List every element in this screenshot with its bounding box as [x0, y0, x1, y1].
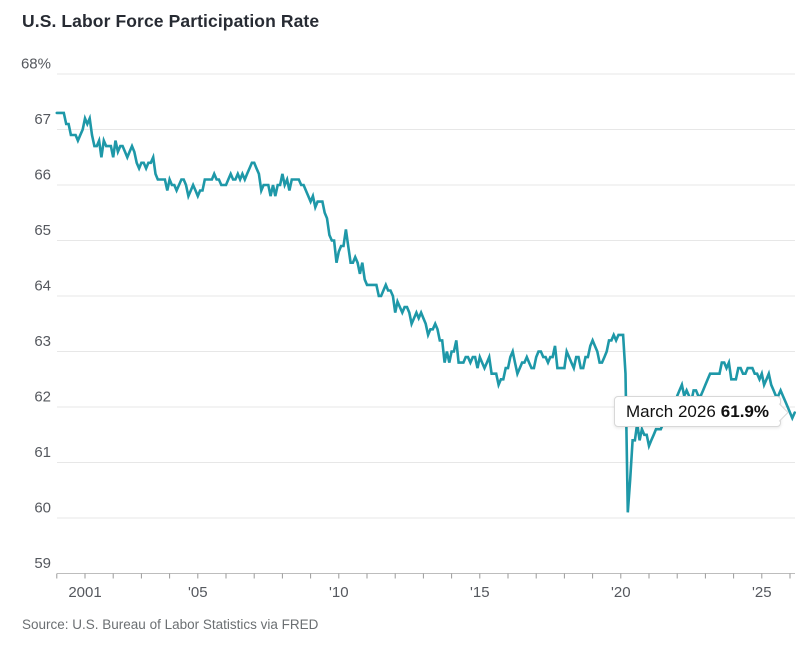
y-tick-label: 67	[34, 111, 51, 128]
y-tick-label: 68%	[21, 56, 51, 73]
y-tick-label: 64	[34, 278, 51, 295]
y-tick-label: 63	[34, 333, 51, 350]
tooltip-date-label: March 2026	[626, 402, 716, 421]
tooltip-value: 61.9%	[720, 402, 769, 421]
y-tick-label: 61	[34, 444, 51, 461]
lfpr-line-series	[55, 111, 797, 513]
y-tick-label: 65	[34, 222, 51, 239]
x-tick-label: '25	[752, 584, 772, 601]
x-tick-label: '20	[611, 584, 631, 601]
y-tick-label: 62	[34, 389, 51, 406]
source-attribution: Source: U.S. Bureau of Labor Statistics …	[22, 617, 319, 632]
x-tick-label: 2001	[68, 584, 101, 601]
y-tick-label: 60	[34, 500, 51, 517]
y-tick-label: 66	[34, 167, 51, 184]
chart-title: U.S. Labor Force Participation Rate	[22, 11, 320, 31]
data-tooltip: March 2026 61.9%	[614, 396, 790, 427]
x-tick-label: '05	[188, 584, 208, 601]
y-tick-label: 59	[34, 555, 51, 572]
x-tick-label: '10	[329, 584, 349, 601]
x-tick-label: '15	[470, 584, 490, 601]
